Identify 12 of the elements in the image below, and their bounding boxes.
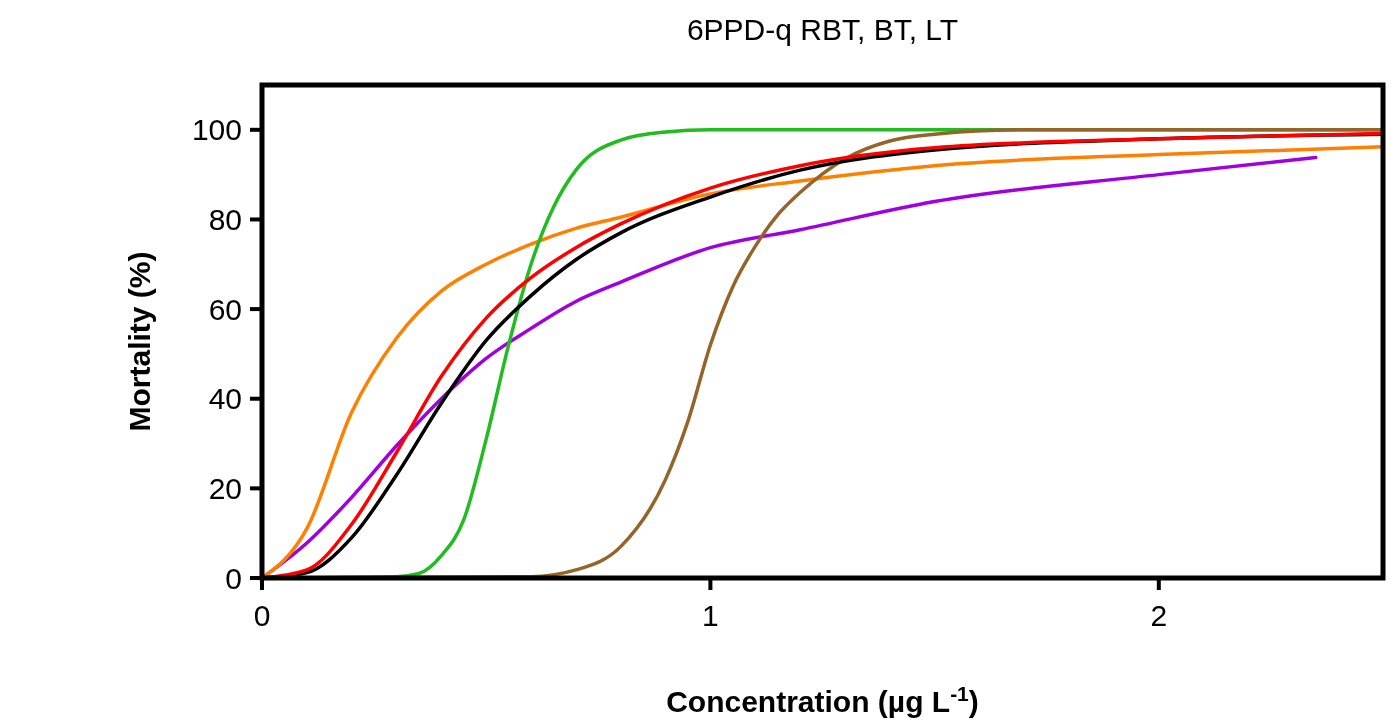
y-tick-label: 60 (208, 292, 242, 326)
y-axis-title: Mortality (%) (123, 251, 156, 432)
chart-title: 6PPD-q RBT, BT, LT (686, 13, 959, 46)
x-axis-title: Concentration (µg L$^{-1}$) (666, 681, 979, 718)
y-tick-label: 20 (208, 471, 242, 505)
y-tick-label: 80 (208, 202, 242, 236)
x-tick-label: 2 (1150, 599, 1168, 632)
x-tick-label: 1 (702, 599, 719, 632)
y-tick-label: 0 (225, 561, 242, 595)
y-tick-label: 100 (191, 113, 242, 147)
x-tick-label: 0 (253, 599, 271, 632)
y-tick-label: 40 (208, 382, 242, 416)
